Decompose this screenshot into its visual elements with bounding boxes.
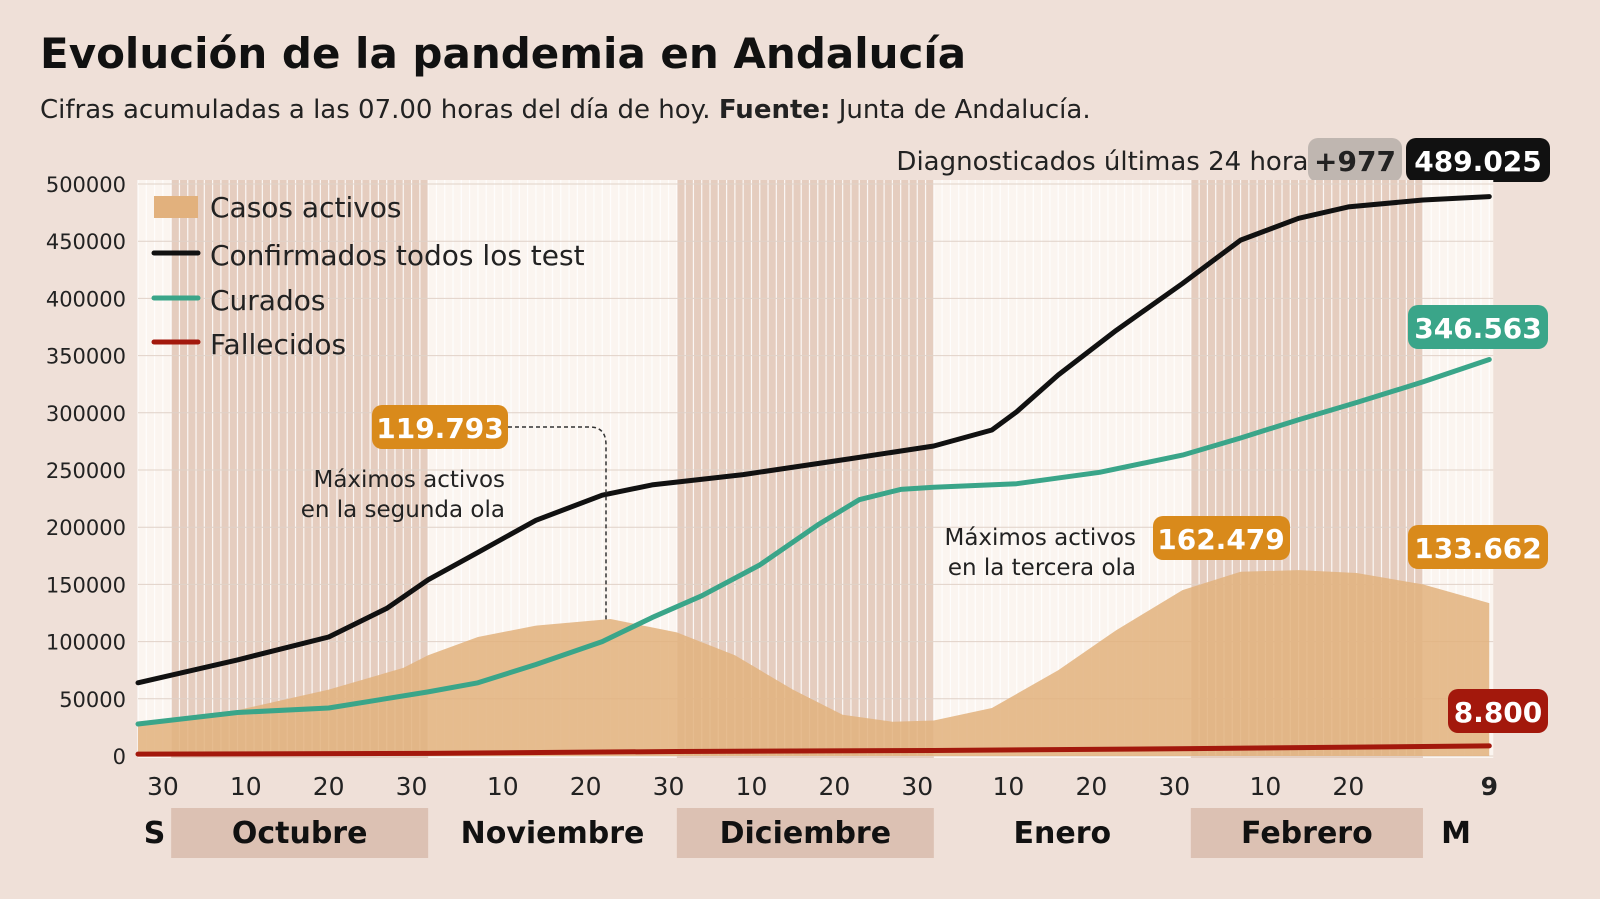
y-tick-label: 400000 xyxy=(46,287,126,311)
series-line-fallecidos xyxy=(135,743,1492,757)
peak-badge-second xyxy=(372,405,508,449)
delta-badge xyxy=(1308,138,1402,182)
end-badge-fallecidos xyxy=(1448,689,1548,733)
y-tick-label: 350000 xyxy=(46,345,126,369)
series-line-curados xyxy=(135,357,1492,727)
month-label: Febrero xyxy=(1241,816,1373,851)
x-tick-label: 10 xyxy=(993,772,1025,801)
legend-label-curados: Curados xyxy=(210,284,325,317)
y-tick-label: 450000 xyxy=(46,230,126,254)
x-tick-label: 10 xyxy=(1250,772,1282,801)
last-24h-label: Diagnosticados últimas 24 horas xyxy=(896,147,1322,177)
legend-label-activos: Casos activos xyxy=(210,191,402,224)
end-value-activos: 133.662 xyxy=(1414,532,1542,565)
end-value-fallecidos: 8.800 xyxy=(1454,696,1543,729)
annotation-text-line1: Máximos activos xyxy=(944,525,1136,551)
x-tick-label: 20 xyxy=(818,772,850,801)
legend-label-fallecidos: Fallecidos xyxy=(210,328,346,361)
annotation-text-line2: en la tercera ola xyxy=(948,555,1136,581)
annotation-third-wave: Máximos activos en la tercera ola 162.47… xyxy=(944,516,1290,581)
chart-title: Evolución de la pandemia en Andalucía xyxy=(40,29,966,78)
x-tick-label: 9 xyxy=(1481,772,1498,801)
legend: Casos activos Confirmados todos los test… xyxy=(151,191,585,361)
x-tick-label: 30 xyxy=(396,772,428,801)
month-label: Enero xyxy=(1014,816,1112,851)
month-label: Noviembre xyxy=(461,816,645,851)
y-tick-label: 200000 xyxy=(46,516,126,540)
series-line-confirmados xyxy=(135,194,1492,686)
delta-badge-text: +977 xyxy=(1314,145,1396,178)
y-tick-label: 500000 xyxy=(46,173,126,197)
y-tick-label: 250000 xyxy=(46,459,126,483)
month-label: M xyxy=(1441,816,1471,851)
legend-swatch-activos xyxy=(154,196,198,218)
end-value-curados: 346.563 xyxy=(1414,312,1542,345)
series-area-activos xyxy=(138,570,1490,756)
peak-value-third: 162.479 xyxy=(1157,523,1285,556)
total-badge xyxy=(1406,138,1550,182)
end-badge-curados xyxy=(1408,305,1548,349)
annotation-text-line2: en la segunda ola xyxy=(301,497,505,523)
y-tick-label: 50000 xyxy=(59,688,126,712)
annotation-second-wave: 119.793 Máximos activos en la segunda ol… xyxy=(301,405,607,620)
month-label: Diciembre xyxy=(720,816,891,851)
month-band xyxy=(171,180,429,758)
y-tick-label: 0 xyxy=(113,745,126,769)
y-tick-label: 300000 xyxy=(46,402,126,426)
month-label-band xyxy=(676,808,934,858)
peak-value-second: 119.793 xyxy=(376,412,504,445)
legend-label-confirmados: Confirmados todos los test xyxy=(210,239,585,272)
peak-badge-third xyxy=(1153,516,1290,560)
month-label-band xyxy=(1190,808,1423,858)
x-tick-label: 30 xyxy=(147,772,179,801)
y-tick-label: 100000 xyxy=(46,631,126,655)
chart-subtitle: Cifras acumuladas a las 07.00 horas del … xyxy=(40,95,1091,125)
x-tick-label: 20 xyxy=(313,772,345,801)
x-tick-label: 20 xyxy=(1332,772,1364,801)
x-tick-label: 10 xyxy=(230,772,262,801)
x-tick-label: 20 xyxy=(570,772,602,801)
x-tick-label: 30 xyxy=(653,772,685,801)
month-label-band xyxy=(171,808,429,858)
end-badge-activos xyxy=(1408,525,1548,569)
annotation-text-line1: Máximos activos xyxy=(313,467,505,493)
y-tick-label: 150000 xyxy=(46,573,126,597)
x-tick-label: 30 xyxy=(1158,772,1190,801)
x-tick-label: 10 xyxy=(736,772,768,801)
month-label: S xyxy=(144,816,166,851)
x-tick-label: 20 xyxy=(1075,772,1107,801)
x-tick-label: 30 xyxy=(901,772,933,801)
total-badge-text: 489.025 xyxy=(1414,145,1542,178)
month-label: Octubre xyxy=(232,816,368,851)
x-tick-label: 10 xyxy=(487,772,519,801)
